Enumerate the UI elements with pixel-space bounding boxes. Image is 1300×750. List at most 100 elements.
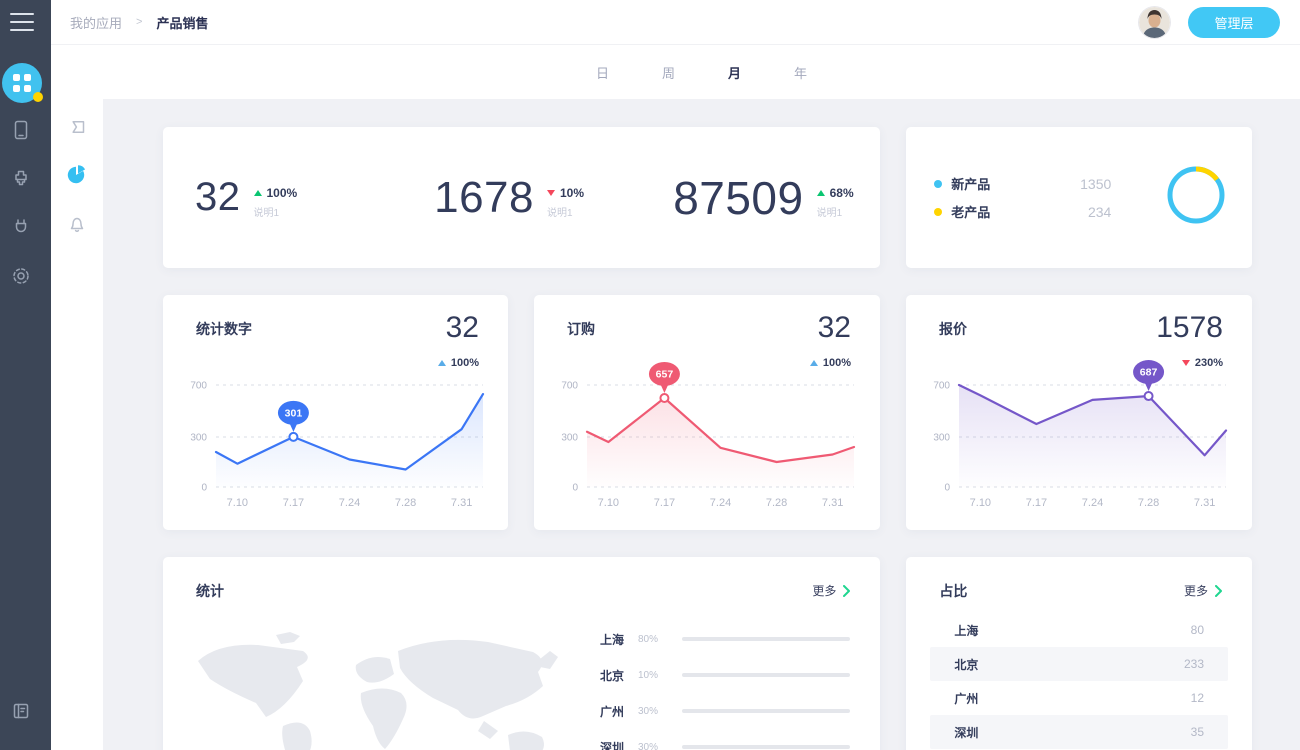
line-chart: 0 300 700 7.10 7.17 7.24 7.28 7.31 687 xyxy=(933,360,1228,509)
city-bar-row: 广州 30% xyxy=(600,693,851,729)
city-table-row: 上海 80 xyxy=(930,613,1228,647)
breadcrumb-parent[interactable]: 我的应用 xyxy=(70,15,123,31)
kpi-value: 87509 xyxy=(673,171,804,224)
legend-item: 新产品 1350 xyxy=(934,174,1111,193)
chart-title: 统计数字 xyxy=(196,321,252,337)
city-bar-row: 上海 80% xyxy=(600,621,851,657)
legend-item: 老产品 234 xyxy=(934,202,1111,221)
svg-text:0: 0 xyxy=(944,483,950,494)
donut-legend: 新产品 1350 老产品 234 xyxy=(934,174,1111,221)
city-percent: 30% xyxy=(638,705,659,717)
svg-text:7.31: 7.31 xyxy=(1194,497,1215,509)
more-label: 更多 xyxy=(812,584,837,598)
city-bars: 上海 80% 北京 10% 广州 30% 深圳 30% xyxy=(600,621,851,750)
screen-icon[interactable] xyxy=(65,115,89,139)
city-table: 上海 80 北京 233 广州 12 深圳 35 xyxy=(930,613,1228,749)
svg-text:7.17: 7.17 xyxy=(283,497,304,509)
kpi-item: 87509 68% 说明1 xyxy=(641,171,880,225)
city-percent: 30% xyxy=(638,741,659,750)
city-label: 深圳 xyxy=(600,740,625,750)
kpi-item: 1678 10% 说明1 xyxy=(402,173,641,223)
kpi-caption: 说明1 xyxy=(546,208,573,219)
period-tabs: 日 周 月 年 xyxy=(103,45,1300,99)
gear-icon[interactable] xyxy=(9,264,33,288)
tab-day[interactable]: 日 xyxy=(595,65,609,81)
manager-button[interactable]: 管理层 xyxy=(1188,6,1280,38)
primary-sidebar xyxy=(0,0,51,750)
trend-arrow-icon xyxy=(809,360,818,366)
tablet-icon[interactable] xyxy=(9,118,33,142)
svg-text:300: 300 xyxy=(190,433,207,444)
legend-label: 老产品 xyxy=(951,205,991,220)
plug-icon[interactable] xyxy=(9,216,33,240)
city-bar-row: 深圳 30% xyxy=(600,729,851,750)
trend-percent: 10% xyxy=(559,186,585,200)
svg-text:7.10: 7.10 xyxy=(227,497,248,509)
svg-text:7.31: 7.31 xyxy=(451,497,472,509)
product-ratio-card: 新产品 1350 老产品 234 xyxy=(906,127,1252,268)
chart-title: 订购 xyxy=(567,321,595,337)
city-bar-row: 北京 10% xyxy=(600,657,851,693)
trend-percent: 100% xyxy=(822,357,851,369)
city-label: 深圳 xyxy=(954,725,979,740)
chart-big-value: 32 xyxy=(445,311,479,344)
more-label: 更多 xyxy=(1183,584,1208,598)
tab-week[interactable]: 周 xyxy=(661,65,675,81)
grid-glyph xyxy=(13,74,31,92)
apps-icon[interactable] xyxy=(2,63,43,103)
more-link[interactable]: 更多 xyxy=(812,582,851,599)
city-label: 广州 xyxy=(954,691,979,706)
svg-text:7.10: 7.10 xyxy=(970,497,991,509)
svg-text:7.31: 7.31 xyxy=(822,497,843,509)
trend-percent: 230% xyxy=(1194,357,1223,369)
svg-text:0: 0 xyxy=(572,483,578,494)
chart-title: 报价 xyxy=(939,321,967,337)
city-percent: 80% xyxy=(638,633,659,645)
legend-value: 234 xyxy=(1087,203,1112,220)
bell-icon[interactable] xyxy=(65,212,89,236)
trend-arrow-icon xyxy=(546,190,555,196)
kpi-value: 1678 xyxy=(434,172,534,222)
menu-icon[interactable] xyxy=(10,13,34,31)
card-title: 占比 xyxy=(939,583,968,599)
svg-text:301: 301 xyxy=(285,407,303,419)
svg-text:7.17: 7.17 xyxy=(1026,497,1047,509)
city-value: 35 xyxy=(1190,725,1204,739)
city-label: 北京 xyxy=(600,668,625,683)
stats-number-card: 0 300 700 7.10 7.17 7.24 7.28 7.31 301 统计数字 32 1… xyxy=(163,295,508,530)
city-label: 北京 xyxy=(954,657,979,672)
line-chart: 0 300 700 7.10 7.17 7.24 7.28 7.31 657 xyxy=(561,362,856,509)
city-table-row: 北京 233 xyxy=(930,647,1228,681)
svg-text:7.17: 7.17 xyxy=(654,497,675,509)
svg-text:7.24: 7.24 xyxy=(1082,497,1103,509)
breadcrumb-current: 产品销售 xyxy=(156,15,209,31)
trend-percent: 100% xyxy=(450,357,479,369)
kpi-caption: 说明1 xyxy=(253,208,280,219)
svg-text:7.10: 7.10 xyxy=(598,497,619,509)
trend-arrow-icon xyxy=(253,190,262,196)
trend-percent: 68% xyxy=(829,186,854,200)
trend-arrow-icon xyxy=(816,190,825,196)
secondary-sidebar xyxy=(51,45,103,750)
more-link[interactable]: 更多 xyxy=(1184,582,1222,599)
chart-big-value: 1578 xyxy=(1156,311,1223,344)
legend-dot xyxy=(934,207,943,216)
svg-text:700: 700 xyxy=(561,381,578,392)
svg-text:7.28: 7.28 xyxy=(395,497,416,509)
city-label: 上海 xyxy=(954,623,979,638)
svg-text:7.28: 7.28 xyxy=(1138,497,1159,509)
city-table-row: 深圳 35 xyxy=(930,715,1228,749)
kpi-summary-card: 32 100% 说明1 1678 10% 说明1 87509 xyxy=(163,127,881,268)
tab-year[interactable]: 年 xyxy=(794,65,808,81)
svg-text:700: 700 xyxy=(933,381,950,392)
avatar[interactable] xyxy=(1139,6,1170,38)
brush-icon[interactable] xyxy=(9,168,33,192)
bar-track xyxy=(682,745,851,749)
orders-card: 0 300 700 7.10 7.17 7.24 7.28 7.31 657 订购 32 100… xyxy=(534,295,880,530)
line-chart: 0 300 700 7.10 7.17 7.24 7.28 7.31 301 xyxy=(190,381,485,509)
pie-chart-icon[interactable] xyxy=(65,162,89,186)
city-value: 80 xyxy=(1190,623,1204,637)
tab-month[interactable]: 月 xyxy=(728,65,742,81)
world-map xyxy=(198,632,558,750)
layout-panel-icon[interactable] xyxy=(9,699,33,723)
